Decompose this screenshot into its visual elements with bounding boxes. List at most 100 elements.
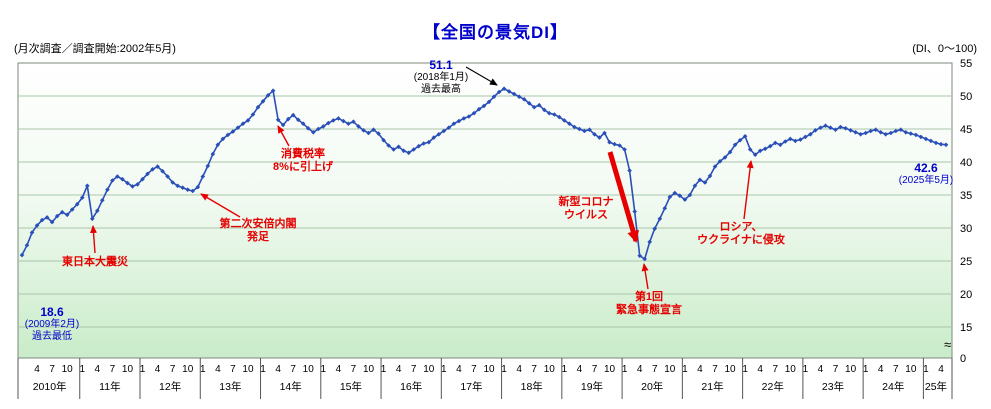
svg-text:7: 7 — [290, 364, 296, 375]
svg-text:4: 4 — [637, 364, 643, 375]
svg-text:40: 40 — [960, 157, 972, 169]
svg-text:1: 1 — [923, 364, 929, 375]
svg-text:7: 7 — [110, 364, 116, 375]
svg-text:10: 10 — [182, 364, 194, 375]
svg-text:4: 4 — [215, 364, 221, 375]
svg-text:30: 30 — [960, 223, 972, 235]
earthquake-label: 東日本大震災 — [62, 256, 128, 268]
survey-note: (月次調査／調査開始:2002年5月) — [14, 43, 176, 55]
abe-line2: 発足 — [247, 231, 269, 243]
svg-text:4: 4 — [697, 364, 703, 375]
svg-text:7: 7 — [712, 364, 718, 375]
svg-text:4: 4 — [95, 364, 101, 375]
svg-text:16年: 16年 — [400, 380, 422, 393]
svg-text:35: 35 — [960, 190, 972, 202]
latest-date: (2025年5月) — [898, 175, 954, 186]
svg-text:1: 1 — [682, 364, 688, 375]
svg-text:4: 4 — [34, 364, 40, 375]
record-low-note: 過去最低 — [32, 331, 72, 342]
svg-text:10: 10 — [363, 364, 375, 375]
svg-text:11年: 11年 — [99, 380, 120, 393]
annotation-emergency-declaration: 第1回 緊急事態宣言 — [616, 291, 682, 317]
svg-text:25年: 25年 — [925, 380, 947, 393]
svg-text:13年: 13年 — [219, 380, 241, 393]
svg-text:2010年: 2010年 — [33, 380, 67, 393]
svg-text:4: 4 — [336, 364, 342, 375]
svg-text:15年: 15年 — [340, 380, 362, 393]
svg-text:20年: 20年 — [641, 380, 663, 393]
latest-value: 42.6 — [914, 161, 938, 175]
tax-line2: 8%に引上げ — [273, 161, 333, 173]
svg-text:1: 1 — [441, 364, 447, 375]
svg-text:0: 0 — [960, 353, 966, 365]
record-high-date: (2018年1月) — [413, 72, 469, 83]
russia-line1: ロシア、 — [719, 221, 763, 233]
svg-text:7: 7 — [351, 364, 357, 375]
svg-text:10: 10 — [423, 364, 435, 375]
svg-text:4: 4 — [396, 364, 402, 375]
emergency-line1: 第1回 — [634, 291, 664, 303]
svg-text:7: 7 — [170, 364, 176, 375]
svg-text:10: 10 — [303, 364, 315, 375]
annotation-abe-cabinet: 第二次安倍内閣 発足 — [220, 218, 297, 244]
svg-text:22年: 22年 — [762, 380, 784, 393]
svg-text:10: 10 — [62, 364, 74, 375]
annotation-record-high: 51.1 (2018年1月) 過去最高 — [414, 58, 468, 96]
annotation-consumption-tax: 消費税率 8%に引上げ — [273, 148, 333, 174]
svg-text:10: 10 — [905, 364, 917, 375]
svg-text:7: 7 — [49, 364, 55, 375]
svg-text:4: 4 — [818, 364, 824, 375]
covid-line2: ウイルス — [564, 209, 608, 221]
svg-text:1: 1 — [803, 364, 809, 375]
svg-text:18年: 18年 — [521, 380, 543, 393]
svg-text:15: 15 — [960, 322, 972, 334]
di-range-note: (DI、0〜100) — [912, 43, 977, 55]
svg-text:1: 1 — [562, 364, 568, 375]
abe-line1: 第二次安倍内閣 — [219, 218, 297, 230]
svg-text:14年: 14年 — [280, 380, 302, 393]
annotation-latest-value: 42.6 (2025年5月) — [899, 161, 953, 187]
svg-text:4: 4 — [577, 364, 583, 375]
svg-text:7: 7 — [652, 364, 658, 375]
svg-text:20: 20 — [960, 289, 972, 301]
svg-text:10: 10 — [725, 364, 737, 375]
russia-line2: ウクライナに侵攻 — [697, 234, 785, 246]
svg-text:4: 4 — [456, 364, 462, 375]
svg-text:10: 10 — [242, 364, 254, 375]
svg-text:7: 7 — [471, 364, 477, 375]
annotation-russia-invasion: ロシア、 ウクライナに侵攻 — [697, 221, 785, 247]
svg-text:7: 7 — [592, 364, 598, 375]
svg-text:25: 25 — [960, 256, 972, 268]
record-high-note: 過去最高 — [421, 84, 461, 95]
svg-text:23年: 23年 — [822, 380, 844, 393]
record-high-value: 51.1 — [429, 58, 453, 72]
svg-text:10: 10 — [785, 364, 797, 375]
svg-text:7: 7 — [531, 364, 537, 375]
svg-text:1: 1 — [140, 364, 146, 375]
svg-text:1: 1 — [381, 364, 387, 375]
svg-text:1: 1 — [200, 364, 206, 375]
svg-text:21年: 21年 — [701, 380, 723, 393]
svg-text:1: 1 — [501, 364, 507, 375]
emergency-line2: 緊急事態宣言 — [616, 304, 682, 316]
svg-text:1: 1 — [321, 364, 327, 375]
svg-text:4: 4 — [275, 364, 281, 375]
svg-text:10: 10 — [604, 364, 616, 375]
annotation-covid: 新型コロナ ウイルス — [559, 196, 614, 222]
svg-text:10: 10 — [664, 364, 676, 375]
covid-line1: 新型コロナ — [558, 196, 614, 208]
svg-text:1: 1 — [742, 364, 748, 375]
annotation-record-low: 18.6 (2009年2月) 過去最低 — [25, 305, 79, 343]
tax-line1: 消費税率 — [281, 148, 325, 160]
svg-text:50: 50 — [960, 91, 972, 103]
svg-text:4: 4 — [155, 364, 161, 375]
svg-text:10: 10 — [483, 364, 495, 375]
svg-text:4: 4 — [878, 364, 884, 375]
annotation-earthquake: 東日本大震災 — [62, 256, 128, 269]
svg-text:4: 4 — [757, 364, 763, 375]
svg-text:55: 55 — [960, 58, 972, 70]
svg-text:≈: ≈ — [944, 337, 951, 352]
record-low-date: (2009年2月) — [24, 319, 80, 330]
